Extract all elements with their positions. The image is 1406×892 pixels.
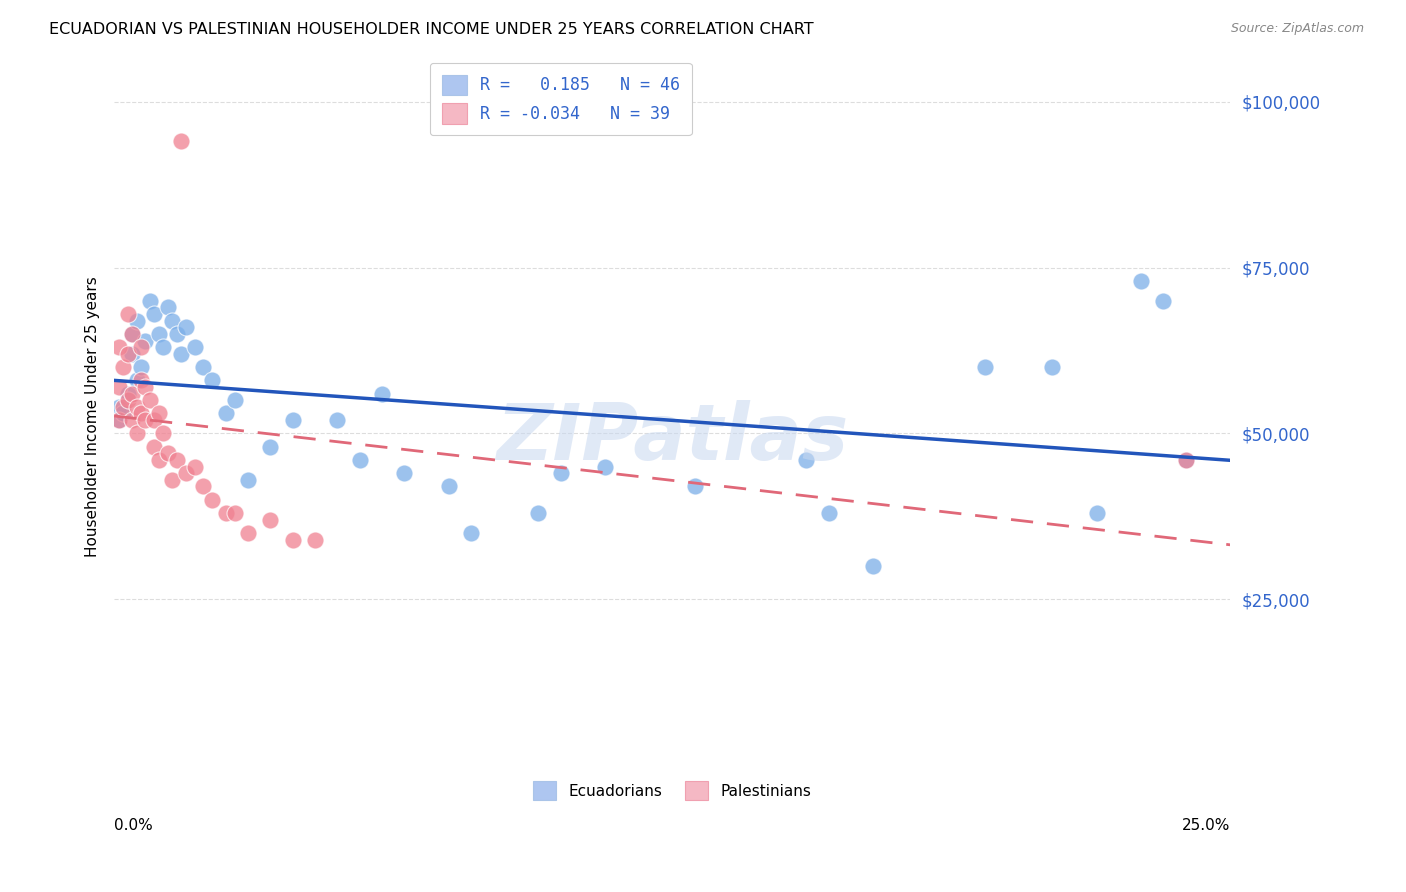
- Point: [129, 359, 152, 374]
- Point: [259, 440, 281, 454]
- Point: [129, 407, 152, 421]
- Point: [326, 413, 349, 427]
- Point: [166, 326, 188, 341]
- Point: [862, 559, 884, 574]
- Point: [107, 413, 129, 427]
- Point: [148, 326, 170, 341]
- Point: [973, 359, 995, 374]
- Point: [107, 380, 129, 394]
- Point: [794, 453, 817, 467]
- Point: [683, 479, 706, 493]
- Point: [129, 340, 152, 354]
- Point: [183, 459, 205, 474]
- Point: [193, 359, 215, 374]
- Point: [281, 413, 304, 427]
- Point: [156, 446, 179, 460]
- Point: [1040, 359, 1063, 374]
- Point: [112, 359, 135, 374]
- Point: [236, 473, 259, 487]
- Point: [224, 506, 246, 520]
- Point: [595, 459, 617, 474]
- Point: [166, 453, 188, 467]
- Point: [121, 326, 143, 341]
- Point: [134, 413, 156, 427]
- Point: [134, 334, 156, 348]
- Point: [148, 407, 170, 421]
- Point: [162, 473, 184, 487]
- Point: [281, 533, 304, 547]
- Point: [139, 393, 162, 408]
- Point: [183, 340, 205, 354]
- Point: [162, 313, 184, 327]
- Point: [121, 413, 143, 427]
- Point: [394, 466, 416, 480]
- Point: [201, 492, 224, 507]
- Point: [134, 380, 156, 394]
- Point: [112, 407, 135, 421]
- Point: [437, 479, 460, 493]
- Point: [125, 426, 148, 441]
- Point: [460, 525, 482, 540]
- Point: [193, 479, 215, 493]
- Point: [224, 393, 246, 408]
- Point: [550, 466, 572, 480]
- Point: [170, 347, 193, 361]
- Legend: Ecuadorians, Palestinians: Ecuadorians, Palestinians: [527, 775, 817, 806]
- Point: [117, 393, 139, 408]
- Point: [174, 320, 197, 334]
- Point: [215, 506, 238, 520]
- Point: [117, 386, 139, 401]
- Point: [1130, 274, 1153, 288]
- Point: [143, 413, 166, 427]
- Point: [1174, 453, 1197, 467]
- Point: [259, 513, 281, 527]
- Point: [156, 301, 179, 315]
- Point: [125, 313, 148, 327]
- Point: [125, 400, 148, 414]
- Y-axis label: Householder Income Under 25 years: Householder Income Under 25 years: [86, 277, 100, 558]
- Point: [117, 347, 139, 361]
- Point: [129, 373, 152, 387]
- Point: [170, 135, 193, 149]
- Point: [371, 386, 394, 401]
- Point: [152, 426, 174, 441]
- Point: [112, 400, 135, 414]
- Point: [121, 326, 143, 341]
- Point: [139, 293, 162, 308]
- Point: [125, 373, 148, 387]
- Text: 0.0%: 0.0%: [114, 818, 153, 833]
- Point: [215, 407, 238, 421]
- Point: [349, 453, 371, 467]
- Point: [1085, 506, 1108, 520]
- Text: ECUADORIAN VS PALESTINIAN HOUSEHOLDER INCOME UNDER 25 YEARS CORRELATION CHART: ECUADORIAN VS PALESTINIAN HOUSEHOLDER IN…: [49, 22, 814, 37]
- Point: [304, 533, 326, 547]
- Point: [107, 400, 129, 414]
- Point: [117, 307, 139, 321]
- Point: [148, 453, 170, 467]
- Point: [121, 347, 143, 361]
- Point: [817, 506, 839, 520]
- Point: [107, 413, 129, 427]
- Text: ZIPatlas: ZIPatlas: [496, 400, 848, 475]
- Point: [174, 466, 197, 480]
- Text: Source: ZipAtlas.com: Source: ZipAtlas.com: [1230, 22, 1364, 36]
- Point: [121, 386, 143, 401]
- Point: [236, 525, 259, 540]
- Point: [143, 440, 166, 454]
- Point: [1153, 293, 1175, 308]
- Point: [527, 506, 550, 520]
- Point: [143, 307, 166, 321]
- Text: 25.0%: 25.0%: [1182, 818, 1230, 833]
- Point: [152, 340, 174, 354]
- Point: [201, 373, 224, 387]
- Point: [1174, 453, 1197, 467]
- Point: [107, 340, 129, 354]
